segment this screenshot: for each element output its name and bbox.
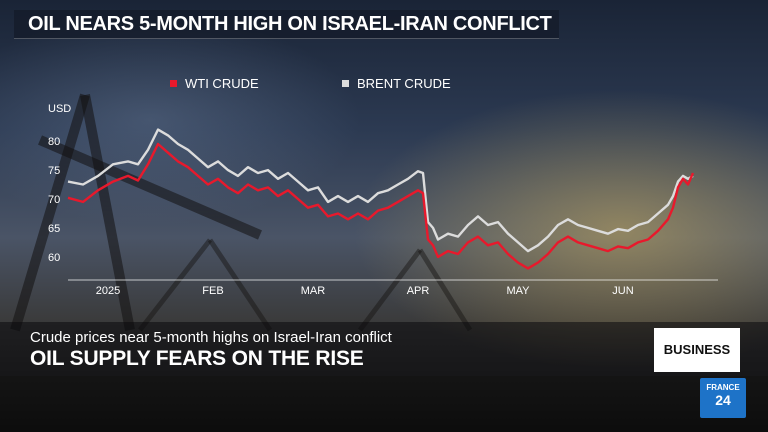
y-tick-label: 70 (48, 194, 60, 206)
news-headline: OIL SUPPLY FEARS ON THE RISE (30, 347, 364, 370)
brent-swatch (342, 80, 349, 87)
x-tick-label: JUN (612, 285, 633, 297)
x-tick-label: MAR (301, 285, 326, 297)
y-axis-label: USD (48, 103, 71, 115)
legend-label-brent: BRENT CRUDE (357, 76, 451, 91)
y-tick-label: 80 (48, 136, 60, 148)
y-tick-label: 60 (48, 252, 60, 264)
title-bar: OIL NEARS 5-MONTH HIGH ON ISRAEL-IRAN CO… (14, 10, 559, 39)
brent-line (67, 128, 694, 253)
wti-line (67, 142, 695, 270)
chart-title: OIL NEARS 5-MONTH HIGH ON ISRAEL-IRAN CO… (28, 13, 552, 35)
lower-third-band (0, 322, 768, 376)
x-tick-label: FEB (202, 285, 223, 297)
y-tick-label: 75 (48, 165, 60, 177)
logo-line1: FRANCE (706, 383, 740, 392)
x-tick-label: APR (407, 285, 430, 297)
y-tick-label: 65 (48, 223, 60, 235)
news-subtitle: Crude prices near 5-month highs on Israe… (30, 329, 392, 346)
legend-item-brent: BRENT CRUDE (342, 76, 451, 91)
x-tick-label: 2025 (96, 285, 120, 297)
logo-line2: 24 (715, 392, 731, 408)
wti-swatch (170, 80, 177, 87)
x-tick-label: MAY (506, 285, 530, 297)
france24-logo: FRANCE 24 (700, 378, 746, 418)
legend-item-wti: WTI CRUDE (170, 76, 259, 91)
legend-label-wti: WTI CRUDE (185, 76, 259, 91)
section-label: BUSINESS (663, 342, 731, 357)
section-badge: BUSINESS (654, 328, 740, 372)
